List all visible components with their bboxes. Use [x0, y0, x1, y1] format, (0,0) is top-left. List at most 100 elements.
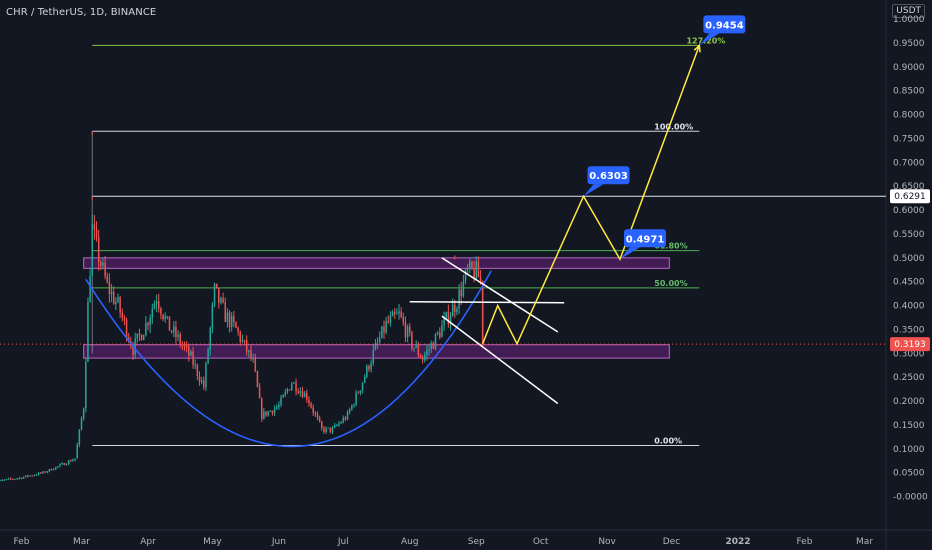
time-tick-label: Apr — [140, 537, 156, 547]
candle-body — [460, 289, 462, 297]
candle-body — [297, 391, 299, 393]
candle-body — [3, 479, 6, 481]
candle-body — [370, 362, 372, 370]
candle-body — [50, 469, 53, 471]
candle-body — [295, 382, 297, 392]
candle-body — [267, 411, 269, 416]
candle-body — [303, 392, 306, 398]
candle-body — [308, 399, 310, 404]
candle-body — [24, 475, 27, 477]
candle-body — [82, 408, 85, 419]
candle-body — [63, 463, 66, 466]
candle-body — [430, 343, 432, 350]
candle-body — [76, 444, 78, 459]
candle-body — [117, 297, 119, 302]
candle-body — [269, 410, 272, 412]
marked-price-tag: 0.6291 — [894, 192, 926, 202]
candle-body — [7, 478, 10, 480]
price-tick-label: 0.5000 — [893, 254, 925, 264]
candle-body — [27, 475, 29, 477]
candle-body — [318, 417, 321, 422]
price-tick-label: 1.0000 — [893, 15, 925, 25]
candle-body — [132, 346, 134, 355]
candle-body — [241, 340, 244, 342]
candle-body — [119, 297, 121, 313]
candle-body — [376, 341, 379, 344]
candle-body — [471, 261, 473, 269]
candle-body — [22, 476, 25, 479]
candle-body — [74, 458, 76, 460]
candle-body — [12, 478, 14, 480]
candle-body — [91, 224, 93, 277]
candle-body — [37, 472, 40, 475]
callout-label: 0.9454 — [705, 20, 744, 31]
candle-body — [424, 354, 426, 360]
candle-body — [321, 421, 323, 429]
candle-body — [203, 380, 205, 388]
candle-body — [428, 349, 430, 351]
candle-body — [391, 312, 394, 317]
time-tick-label: Nov — [598, 537, 616, 547]
fib-level-label: 61.80% — [654, 242, 687, 251]
candle-body — [85, 361, 87, 409]
candle-body — [230, 316, 233, 328]
candle-body — [351, 405, 353, 410]
candle-body — [95, 229, 98, 238]
candle-body — [258, 386, 261, 399]
candle-body — [252, 358, 254, 360]
time-tick-label: Sep — [468, 537, 485, 547]
candle-body — [336, 425, 338, 427]
candle-body — [70, 460, 72, 462]
candle-body — [346, 411, 349, 420]
neckline — [409, 301, 565, 304]
candle-body — [479, 277, 482, 281]
candle-body — [46, 471, 48, 473]
candle-body — [329, 427, 332, 432]
candle-body — [52, 469, 55, 471]
candle-body — [0, 480, 1, 482]
time-tick-label: Oct — [533, 537, 549, 547]
candle-body — [278, 404, 280, 407]
candle-body — [301, 391, 304, 398]
candle-body — [155, 301, 158, 304]
currency-label[interactable]: USDT — [892, 4, 925, 18]
candle-body — [387, 320, 390, 323]
callout-label: 0.4971 — [626, 234, 665, 245]
time-tick-label: Jun — [271, 537, 286, 547]
price-tick-label: 0.7500 — [893, 134, 925, 144]
price-tick-label: 0.2000 — [893, 397, 925, 407]
time-tick-label: Jul — [337, 537, 349, 547]
candle-body — [164, 316, 166, 320]
candle-body — [226, 312, 229, 322]
callout-label: 0.6303 — [589, 171, 628, 182]
candle-body — [151, 308, 154, 318]
candle-body — [436, 332, 439, 334]
price-tick-label: 0.6500 — [893, 182, 925, 192]
candle-body — [378, 337, 381, 342]
candle-body — [16, 478, 18, 480]
callout-pointer — [619, 247, 640, 260]
candle-body — [48, 469, 51, 472]
candle-body — [207, 349, 209, 363]
candle-body — [20, 477, 23, 479]
candle-body — [235, 321, 237, 328]
candle-body — [363, 376, 366, 383]
candle-body — [57, 466, 59, 468]
candle-body — [211, 304, 214, 329]
candle-body — [205, 362, 207, 388]
candle-body — [374, 343, 377, 350]
candle-body — [254, 358, 257, 372]
candle-body — [65, 464, 68, 466]
candle-body — [248, 350, 250, 352]
candle-body — [228, 312, 231, 328]
price-tick-label: 0.3000 — [893, 349, 925, 359]
candle-body — [102, 262, 104, 266]
candle-body — [310, 403, 312, 408]
price-tick-label: 0.9500 — [893, 39, 925, 49]
candle-body — [40, 472, 42, 474]
candle-body — [372, 349, 375, 363]
candle-body — [415, 345, 417, 348]
candle-body — [1, 479, 3, 481]
candle-body — [396, 313, 398, 315]
candle-body — [456, 308, 458, 312]
